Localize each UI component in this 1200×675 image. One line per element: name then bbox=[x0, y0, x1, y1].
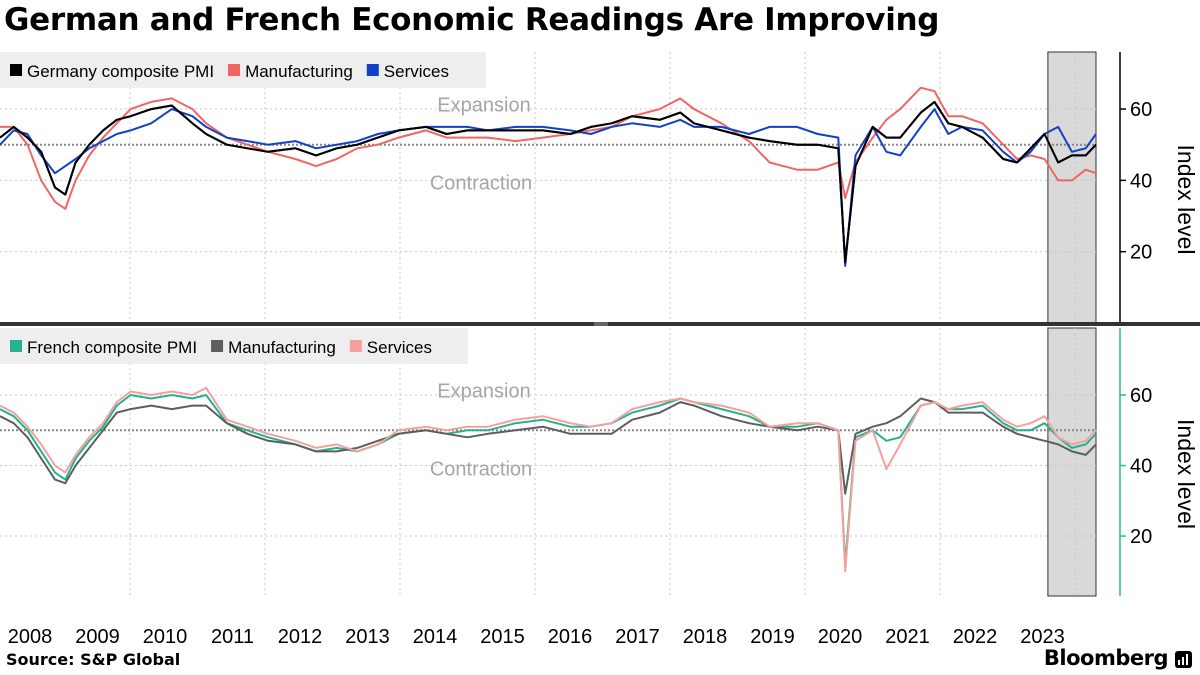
legend-swatch bbox=[349, 340, 362, 352]
contraction-label: Contraction bbox=[430, 173, 532, 195]
legend-swatch bbox=[366, 64, 379, 76]
series-line bbox=[0, 394, 1097, 566]
source-note: Source: S&P Global bbox=[6, 650, 181, 669]
x-tick-label: 2017 bbox=[615, 626, 660, 648]
y-tick-label: 60 bbox=[1130, 385, 1152, 407]
legend-label: Germany composite PMI bbox=[27, 62, 214, 81]
x-tick-label: 2009 bbox=[75, 626, 120, 648]
legend-item: Manufacturing bbox=[211, 338, 336, 357]
divider-grip bbox=[594, 324, 608, 326]
legend-swatch bbox=[211, 340, 224, 352]
y-tick-label: 40 bbox=[1130, 170, 1152, 192]
shaded-period bbox=[1047, 327, 1097, 597]
x-tick-label: 2011 bbox=[211, 626, 254, 648]
legend: French composite PMI Manufacturing Service… bbox=[0, 328, 468, 364]
legend-background bbox=[0, 52, 486, 88]
brand-logo: Bloomberg bbox=[1043, 646, 1169, 670]
y-tick-label: 60 bbox=[1130, 99, 1152, 121]
series-line bbox=[0, 100, 1097, 264]
series-line bbox=[0, 397, 1097, 495]
x-tick-label: 2013 bbox=[345, 626, 390, 648]
x-tick-label: 2021 bbox=[885, 626, 930, 648]
bloomberg-icon bbox=[1175, 651, 1192, 668]
y-tick-label: 40 bbox=[1130, 456, 1152, 478]
legend-item: Manufacturing bbox=[228, 62, 353, 81]
contraction-label: Contraction bbox=[430, 458, 532, 480]
x-tick-label: 2015 bbox=[480, 626, 525, 648]
x-tick-label: 2019 bbox=[750, 626, 795, 648]
series-line bbox=[0, 386, 1097, 573]
divider-grip bbox=[594, 322, 608, 324]
legend-background bbox=[0, 328, 468, 364]
legend-label: Services bbox=[384, 62, 449, 81]
series-line bbox=[0, 100, 1097, 264]
series-line bbox=[0, 108, 1097, 267]
x-tick-label: 2016 bbox=[548, 626, 593, 648]
legend-swatch bbox=[228, 64, 241, 76]
legend-swatch bbox=[10, 340, 22, 352]
legend-label: Services bbox=[367, 338, 432, 357]
x-tick-label: 2018 bbox=[683, 626, 728, 648]
legend-item: Germany composite PMI bbox=[10, 62, 214, 81]
germany-panel: Expansion Contraction 20 40 60 Index level Ger… bbox=[0, 51, 1199, 324]
expansion-label: Expansion bbox=[437, 380, 530, 402]
legend-swatch bbox=[10, 64, 22, 76]
x-tick-label: 2012 bbox=[278, 626, 323, 648]
y-tick-label: 20 bbox=[1130, 242, 1152, 264]
legend-item: Services bbox=[349, 338, 432, 357]
shaded-period bbox=[1047, 51, 1097, 324]
x-tick-label: 2010 bbox=[143, 626, 188, 648]
x-tick-label: 2008 bbox=[8, 626, 53, 648]
expansion-label: Expansion bbox=[437, 95, 530, 117]
x-tick-label: 2014 bbox=[413, 626, 458, 648]
y-axis-title: Index level bbox=[1173, 419, 1199, 529]
legend-item: French composite PMI bbox=[10, 338, 197, 357]
legend-label: Manufacturing bbox=[228, 338, 336, 357]
panel-divider bbox=[0, 322, 1200, 326]
chart-title: German and French Economic Readings Are … bbox=[4, 2, 940, 38]
legend-item: Services bbox=[366, 62, 449, 81]
legend-label: French composite PMI bbox=[27, 338, 197, 357]
legend-label: Manufacturing bbox=[245, 62, 353, 81]
y-axis-title: Index level bbox=[1173, 145, 1199, 255]
x-tick-label: 2023 bbox=[1020, 626, 1065, 648]
x-tick-label: 2020 bbox=[818, 626, 863, 648]
x-tick-label: 2022 bbox=[953, 626, 998, 648]
france-panel: Expansion Contraction 20 40 60 Index level Fre… bbox=[0, 327, 1199, 597]
y-tick-label: 20 bbox=[1130, 526, 1152, 548]
legend: Germany composite PMI Manufacturing Servic… bbox=[0, 52, 486, 88]
